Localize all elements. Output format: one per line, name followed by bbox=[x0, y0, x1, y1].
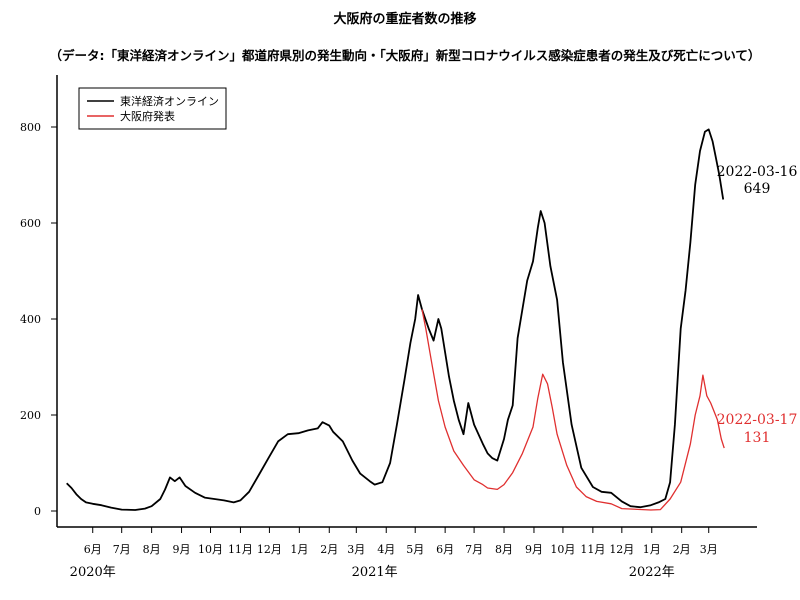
x-tick-label: 2月 bbox=[320, 543, 338, 556]
x-tick-label: 2月 bbox=[673, 543, 691, 556]
legend-box bbox=[78, 87, 227, 130]
x-tick-label: 6月 bbox=[84, 543, 102, 556]
legend: 東洋経済オンライン 大阪府発表 bbox=[78, 87, 227, 130]
x-tick-label: 3月 bbox=[700, 543, 718, 556]
y-tick-label: 400 bbox=[20, 313, 41, 326]
x-tick-label: 9月 bbox=[173, 543, 191, 556]
y-tick-label: 200 bbox=[20, 409, 41, 422]
y-tick-label: 600 bbox=[20, 217, 41, 230]
x-tick-label: 9月 bbox=[525, 543, 543, 556]
x-tick-label: 11月 bbox=[228, 543, 253, 556]
x-tick-label: 5月 bbox=[406, 543, 424, 556]
x-tick-label: 10月 bbox=[198, 543, 223, 556]
y-tick-label: 0 bbox=[34, 505, 41, 518]
x-tick-label: 12月 bbox=[257, 543, 282, 556]
x-tick-label: 8月 bbox=[495, 543, 513, 556]
x-ticks: 6月 7月 8月 9月 10月 11月 12月 1月 2月 3月 4月 5月 6月 7月 8月 9月 10月 11… bbox=[84, 527, 718, 556]
x-tick-label: 1月 bbox=[643, 543, 661, 556]
x-tick-label: 12月 bbox=[609, 543, 634, 556]
x-tick-label: 11月 bbox=[580, 543, 605, 556]
y-ticks: 0 200 400 600 800 bbox=[20, 121, 57, 518]
x-tick-label: 1月 bbox=[290, 543, 308, 556]
y-tick-label: 800 bbox=[20, 121, 41, 134]
chart-subtitle: （データ:「東洋経済オンライン」都道府県別の発生動向・「大阪府」新型コロナウイル… bbox=[50, 48, 761, 63]
x-tick-label: 7月 bbox=[465, 543, 483, 556]
year-labels: 2020年 2021年 2022年 bbox=[70, 565, 675, 580]
series-lines bbox=[66, 128, 725, 511]
annotation-value-toyokeizai: 649 bbox=[744, 181, 771, 197]
x-tick-label: 10月 bbox=[550, 543, 575, 556]
year-label: 2020年 bbox=[70, 565, 116, 580]
legend-label-osaka: 大阪府発表 bbox=[120, 109, 175, 123]
x-tick-label: 8月 bbox=[143, 543, 161, 556]
series-line-0 bbox=[66, 128, 725, 511]
axes bbox=[56, 75, 757, 528]
legend-label-toyokeizai: 東洋経済オンライン bbox=[120, 94, 219, 108]
x-tick-label: 3月 bbox=[347, 543, 365, 556]
x-tick-label: 6月 bbox=[436, 543, 454, 556]
year-label: 2022年 bbox=[629, 565, 675, 580]
annotation-date-osaka: 2022-03-17 bbox=[717, 412, 798, 428]
annotation-value-osaka: 131 bbox=[744, 430, 771, 446]
annotation-date-toyokeizai: 2022-03-16 bbox=[717, 164, 798, 180]
series-line-1 bbox=[421, 309, 725, 511]
annotations: 2022-03-16 649 2022-03-17 131 bbox=[717, 164, 798, 446]
x-tick-label: 7月 bbox=[113, 543, 131, 556]
chart-title: 大阪府の重症者数の推移 bbox=[333, 11, 476, 27]
year-label: 2021年 bbox=[352, 565, 398, 580]
x-tick-label: 4月 bbox=[377, 543, 395, 556]
